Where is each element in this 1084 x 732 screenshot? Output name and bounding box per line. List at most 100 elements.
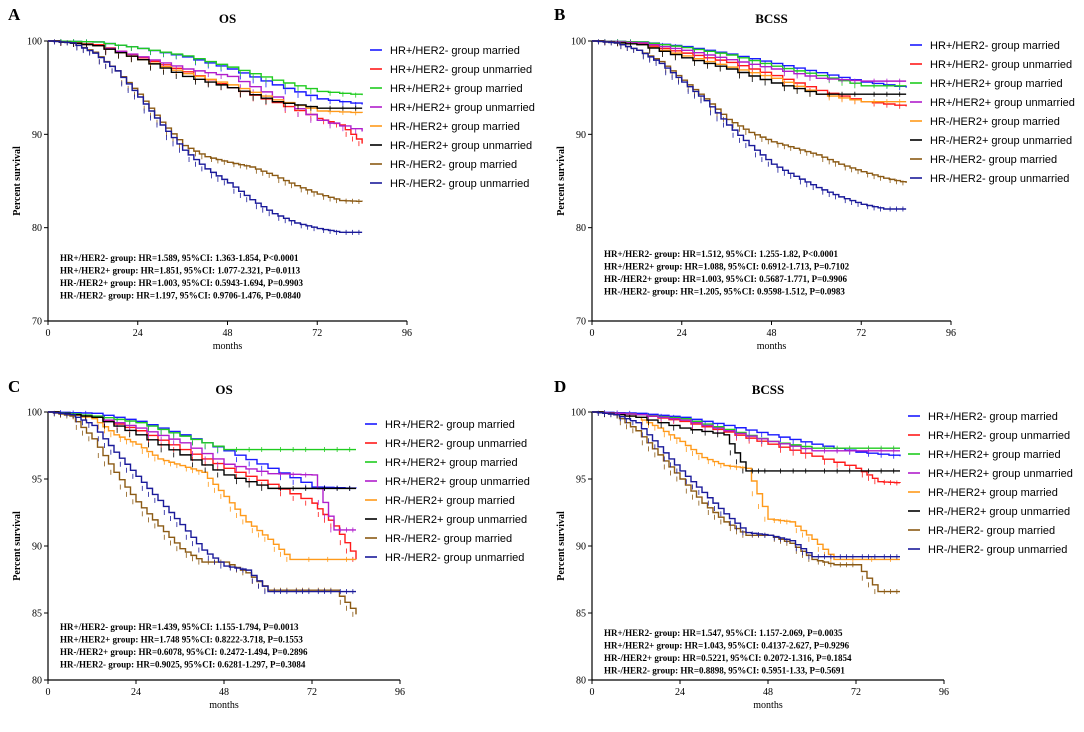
x-axis-label: months bbox=[209, 700, 239, 711]
legend-label: HR+/HER2+ group unmarried bbox=[928, 468, 1073, 480]
legend-label: HR+/HER2- group married bbox=[930, 40, 1060, 52]
series-line bbox=[48, 40, 363, 96]
x-tick-label: 0 bbox=[46, 687, 51, 698]
x-tick-label: 96 bbox=[395, 687, 405, 698]
legend-label: HR+/HER2- group married bbox=[390, 45, 520, 57]
legend-label: HR-/HER2+ group unmarried bbox=[930, 135, 1072, 147]
hr-annotation: HR+/HER2+ group: HR=1.043, 95%CI: 0.4137… bbox=[604, 641, 850, 651]
series-line bbox=[592, 40, 907, 95]
legend-label: HR+/HER2- group married bbox=[385, 419, 515, 431]
panel-a: A OS 0 24 48 72 96 70 80 90 100 months Percent survi… bbox=[8, 5, 535, 352]
legend-label: HR+/HER2+ group unmarried bbox=[385, 476, 530, 488]
series-line bbox=[592, 411, 900, 593]
x-tick-label: 48 bbox=[219, 687, 229, 698]
x-axis-label: months bbox=[757, 341, 787, 352]
series-line bbox=[48, 411, 357, 615]
panel-label: C bbox=[8, 377, 20, 396]
chart-title: OS bbox=[215, 382, 232, 397]
hr-annotation: HR+/HER2- group: HR=1.512, 95%CI: 1.255-… bbox=[604, 249, 838, 259]
x-tick-label: 72 bbox=[856, 328, 866, 339]
legend-label: HR-/HER2- group unmarried bbox=[930, 173, 1069, 185]
legend-label: HR-/HER2+ group unmarried bbox=[385, 514, 527, 526]
legend-label: HR-/HER2- group married bbox=[385, 533, 512, 545]
panel-d: D BCSS 0 24 48 72 96 80 85 90 95 100 months Percent s… bbox=[554, 377, 1073, 711]
hr-annotation: HR-/HER2+ group: HR=1.003, 95%CI: 0.5943… bbox=[60, 278, 303, 288]
hr-annotation: HR-/HER2+ group: HR=1.003, 95%CI: 0.5687… bbox=[604, 274, 847, 284]
legend-label: HR-/HER2+ group married bbox=[928, 487, 1058, 499]
y-tick-label: 100 bbox=[27, 408, 42, 419]
legend-label: HR+/HER2- group married bbox=[928, 411, 1058, 423]
y-axis-label: Percent survival bbox=[12, 511, 23, 581]
x-tick-label: 96 bbox=[939, 687, 949, 698]
hr-annotation: HR+/HER2+ group: HR=1.088, 95%CI: 0.6912… bbox=[604, 262, 850, 272]
x-tick-label: 72 bbox=[312, 328, 322, 339]
y-tick-label: 90 bbox=[32, 542, 42, 553]
hr-annotation: HR+/HER2+ group: HR=1.748 95%CI: 0.8222-… bbox=[60, 635, 303, 645]
legend-label: HR+/HER2+ group married bbox=[928, 449, 1061, 461]
hr-annotation: HR-/HER2- group: HR=1.205, 95%CI: 0.9598… bbox=[604, 287, 845, 297]
hr-annotation: HR+/HER2- group: HR=1.589, 95%CI: 1.363-… bbox=[60, 253, 299, 263]
hr-annotation: HR-/HER2- group: HR=0.8898, 95%CI: 0.595… bbox=[604, 666, 845, 676]
y-tick-label: 90 bbox=[576, 542, 586, 553]
series-line bbox=[592, 411, 900, 558]
y-tick-label: 70 bbox=[576, 317, 586, 328]
y-tick-label: 80 bbox=[576, 223, 586, 234]
chart-title: OS bbox=[219, 11, 236, 26]
legend-label: HR+/HER2+ group married bbox=[385, 457, 518, 469]
x-tick-label: 96 bbox=[946, 328, 956, 339]
x-tick-label: 0 bbox=[590, 328, 595, 339]
legend-label: HR-/HER2+ group married bbox=[930, 116, 1060, 128]
panel-b: B BCSS 0 24 48 72 96 70 80 90 100 months Percent sur… bbox=[554, 5, 1075, 352]
legend-label: HR-/HER2+ group unmarried bbox=[928, 506, 1070, 518]
legend-label: HR-/HER2+ group married bbox=[390, 121, 520, 133]
series-line bbox=[592, 411, 900, 472]
chart-title: BCSS bbox=[752, 382, 785, 397]
legend-label: HR+/HER2- group unmarried bbox=[928, 430, 1070, 442]
legend-label: HR-/HER2+ group unmarried bbox=[390, 140, 532, 152]
y-tick-label: 70 bbox=[32, 317, 42, 328]
legend-label: HR-/HER2- group married bbox=[390, 159, 517, 171]
legend-label: HR+/HER2+ group unmarried bbox=[390, 102, 535, 114]
x-tick-label: 72 bbox=[851, 687, 861, 698]
series-line bbox=[592, 40, 907, 210]
x-tick-label: 0 bbox=[590, 687, 595, 698]
x-axis-label: months bbox=[213, 341, 243, 352]
panel-label: B bbox=[554, 5, 565, 24]
x-tick-label: 48 bbox=[763, 687, 773, 698]
series-line bbox=[48, 411, 356, 561]
y-tick-label: 100 bbox=[571, 37, 586, 48]
y-axis-label: Percent survival bbox=[556, 146, 567, 216]
legend-label: HR-/HER2- group unmarried bbox=[385, 552, 524, 564]
series-line bbox=[592, 411, 900, 452]
x-tick-label: 48 bbox=[767, 328, 777, 339]
legend-label: HR+/HER2+ group unmarried bbox=[930, 97, 1075, 109]
legend-label: HR+/HER2- group unmarried bbox=[390, 64, 532, 76]
y-tick-label: 95 bbox=[32, 475, 42, 486]
hr-annotation: HR+/HER2+ group: HR=1.851, 95%CI: 1.077-… bbox=[60, 266, 301, 276]
series-line bbox=[48, 411, 356, 593]
y-tick-label: 80 bbox=[32, 223, 42, 234]
y-tick-label: 95 bbox=[576, 475, 586, 486]
series-line bbox=[48, 40, 363, 234]
x-tick-label: 24 bbox=[677, 328, 687, 339]
hr-annotation: HR+/HER2- group: HR=1.547, 95%CI: 1.157-… bbox=[604, 628, 843, 638]
legend-label: HR-/HER2+ group married bbox=[385, 495, 515, 507]
hr-annotation: HR-/HER2+ group: HR=0.5221, 95%CI: 0.207… bbox=[604, 653, 852, 663]
x-axis-label: months bbox=[753, 700, 783, 711]
x-tick-label: 0 bbox=[46, 328, 51, 339]
series-line bbox=[48, 411, 357, 560]
y-tick-label: 80 bbox=[32, 676, 42, 687]
hr-annotation: HR-/HER2- group: HR=1.197, 95%CI: 0.9706… bbox=[60, 291, 301, 301]
y-tick-label: 100 bbox=[571, 408, 586, 419]
y-tick-label: 80 bbox=[576, 676, 586, 687]
y-tick-label: 100 bbox=[27, 37, 42, 48]
panel-label: A bbox=[8, 5, 21, 24]
legend-label: HR-/HER2- group married bbox=[928, 525, 1055, 537]
x-tick-label: 72 bbox=[307, 687, 317, 698]
series-line bbox=[592, 40, 907, 82]
y-axis-label: Percent survival bbox=[12, 146, 23, 216]
series-line bbox=[48, 40, 363, 109]
series-line bbox=[48, 411, 356, 490]
legend-label: HR+/HER2- group unmarried bbox=[930, 59, 1072, 71]
legend-label: HR+/HER2- group unmarried bbox=[385, 438, 527, 450]
